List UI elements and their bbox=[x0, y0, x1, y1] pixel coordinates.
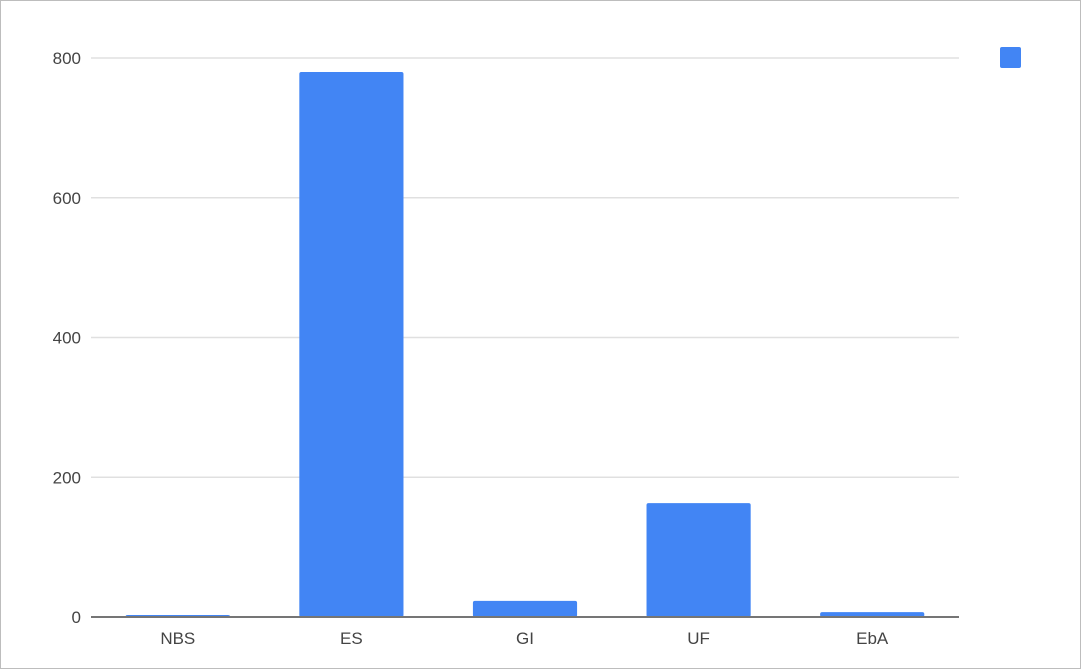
bar-eba bbox=[820, 612, 925, 617]
y-tick-label: 600 bbox=[53, 189, 81, 208]
y-tick-label: 400 bbox=[53, 329, 81, 348]
y-tick-label: 800 bbox=[53, 49, 81, 68]
x-tick-label: EbA bbox=[856, 629, 889, 648]
x-tick-label: NBS bbox=[160, 629, 195, 648]
x-tick-label: UF bbox=[687, 629, 710, 648]
y-tick-label: 0 bbox=[72, 608, 81, 627]
legend-swatch bbox=[1000, 47, 1021, 68]
bars bbox=[125, 71, 925, 618]
bar-uf bbox=[646, 503, 751, 617]
x-tick-label: GI bbox=[516, 629, 534, 648]
x-tick-label: ES bbox=[340, 629, 363, 648]
bar-gi bbox=[472, 600, 578, 617]
x-axis-ticks: NBS ES GI UF EbA bbox=[160, 629, 889, 648]
y-axis-ticks: 0 200 400 600 800 bbox=[53, 49, 81, 627]
gridlines bbox=[91, 57, 959, 478]
y-tick-label: 200 bbox=[53, 468, 81, 487]
bar-es bbox=[299, 71, 404, 618]
